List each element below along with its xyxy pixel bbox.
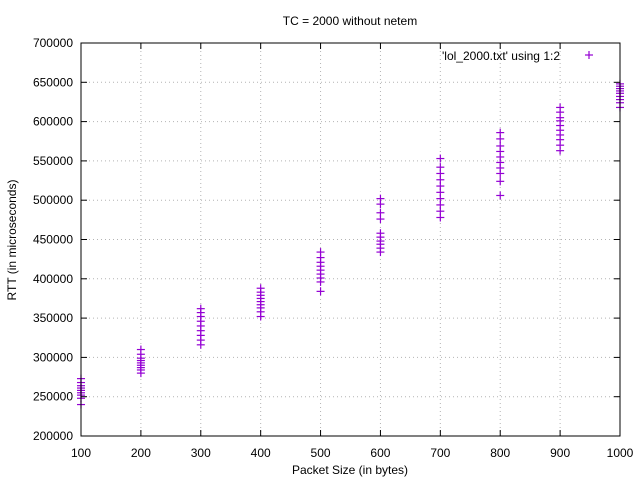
y-tick-label: 500000: [33, 193, 73, 207]
x-tick-label: 1000: [607, 446, 634, 460]
data-point: [316, 248, 325, 257]
data-point: [316, 287, 325, 296]
data-point: [496, 177, 505, 186]
x-tick-label: 800: [490, 446, 510, 460]
chart-title: TC = 2000 without netem: [283, 14, 417, 28]
legend: 'lol_2000.txt' using 1:2: [442, 49, 593, 63]
y-tick-label: 700000: [33, 36, 73, 50]
data-point: [136, 345, 145, 354]
y-tick-label: 550000: [33, 154, 73, 168]
data-point: [256, 284, 265, 293]
data-points: [77, 79, 624, 409]
x-tick-labels: 100 200 300 400 500 600 700 800 900 1000: [71, 446, 634, 460]
legend-marker-symbol: [585, 51, 593, 59]
data-point: [496, 141, 505, 150]
y-tick-label: 200000: [33, 429, 73, 443]
data-point: [436, 163, 445, 172]
x-tick-label: 400: [251, 446, 271, 460]
x-tick-label: 500: [311, 446, 331, 460]
data-point: [496, 191, 505, 200]
data-point: [376, 229, 385, 238]
legend-marker: [585, 51, 593, 59]
x-tick-label: 900: [550, 446, 570, 460]
x-tick-label: 300: [191, 446, 211, 460]
grid: [81, 43, 620, 436]
data-point: [196, 304, 205, 313]
y-tick-label: 650000: [33, 75, 73, 89]
y-tick-label: 450000: [33, 233, 73, 247]
x-axis-label: Packet Size (in bytes): [292, 463, 408, 477]
y-tick-label: 300000: [33, 350, 73, 364]
x-tick-label: 100: [71, 446, 91, 460]
x-tick-label: 700: [430, 446, 450, 460]
legend-label: 'lol_2000.txt' using 1:2: [442, 49, 560, 63]
y-tick-label: 600000: [33, 115, 73, 129]
data-point: [376, 208, 385, 217]
y-tick-label: 250000: [33, 390, 73, 404]
y-axis-label: RTT (in microseconds): [5, 180, 19, 301]
x-tick-label: 600: [370, 446, 390, 460]
data-point: [376, 194, 385, 203]
y-tick-label: 400000: [33, 272, 73, 286]
data-point: [496, 128, 505, 137]
axis-ticks: [80, 42, 621, 437]
data-point: [436, 154, 445, 163]
y-tick-labels: 200000 250000 300000 350000 400000 450000 5000…: [33, 36, 73, 443]
y-tick-label: 350000: [33, 311, 73, 325]
x-tick-label: 200: [131, 446, 151, 460]
data-point: [556, 103, 565, 112]
